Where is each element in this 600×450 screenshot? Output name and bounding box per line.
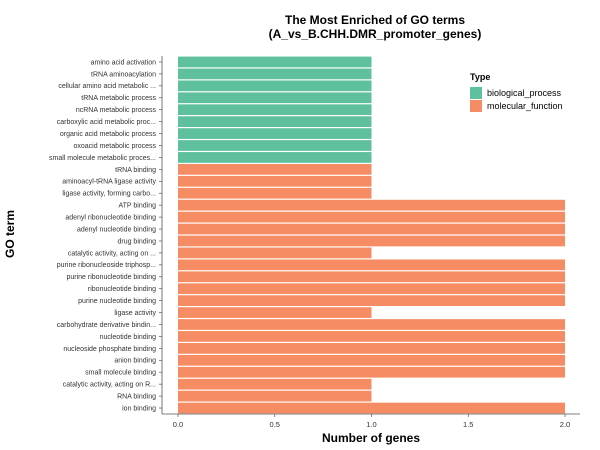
y-tick-label: carbohydrate derivative bindin... xyxy=(57,322,156,329)
legend-swatch-biological_process xyxy=(470,87,482,99)
bar-30 xyxy=(178,402,565,414)
y-tick-label: organic acid metabolic process xyxy=(60,131,157,138)
y-tick-label: ribonucleotide binding xyxy=(88,286,156,293)
y-tick-label: carboxylic acid metabolic proc... xyxy=(57,119,156,126)
legend-swatch-molecular_function xyxy=(470,100,482,112)
bars-group xyxy=(178,56,565,414)
legend: Type biological_process molecular_function xyxy=(470,72,563,112)
y-tick-label: small molecule metabolic proces... xyxy=(49,155,156,162)
x-tick-label: 1.5 xyxy=(463,420,473,429)
y-tick-label: cellular amino acid metabolic ... xyxy=(58,83,156,90)
bar-22 xyxy=(178,307,372,318)
legend-label-biological_process: biological_process xyxy=(487,88,562,98)
bar-21 xyxy=(178,295,565,307)
y-tick-label: tRNA aminoacylation xyxy=(91,71,156,78)
bar-13 xyxy=(178,199,565,211)
bar-7 xyxy=(178,128,372,139)
y-tick-label: oxoacid metabolic process xyxy=(74,143,157,150)
bar-5 xyxy=(178,104,372,116)
legend-label-molecular_function: molecular_function xyxy=(487,101,563,111)
y-tick-label: nucleoside phosphate binding xyxy=(63,346,156,353)
y-tick-label: nucleotide binding xyxy=(100,334,157,341)
bar-6 xyxy=(178,116,372,128)
y-tick-label: drug binding xyxy=(117,238,156,245)
y-tick-label: ncRNA metabolic process xyxy=(76,107,157,114)
bar-18 xyxy=(178,259,565,271)
bar-12 xyxy=(178,187,372,199)
y-tick-label: ion binding xyxy=(122,405,156,412)
y-tick-label: RNA binding xyxy=(117,394,156,401)
y-tick-label: small molecule binding xyxy=(85,370,156,377)
y-axis-title: GO term xyxy=(3,210,17,258)
bar-8 xyxy=(178,140,372,151)
y-tick-label: tRNA binding xyxy=(115,167,156,174)
y-tick-label: ligase activity xyxy=(114,310,156,317)
y-tick-label: purine ribonucleoside triphosp... xyxy=(57,262,156,269)
y-tick-label: catalytic activity, acting on R... xyxy=(63,382,156,389)
bar-3 xyxy=(178,80,372,92)
y-tick-label: amino acid activation xyxy=(91,59,156,66)
bar-26 xyxy=(178,354,565,366)
x-tick-label: 1.0 xyxy=(366,420,376,429)
bar-11 xyxy=(178,175,372,187)
bar-16 xyxy=(178,235,565,247)
bar-2 xyxy=(178,68,372,80)
bar-4 xyxy=(178,92,372,104)
bar-28 xyxy=(178,378,372,390)
y-tick-label: adenyl ribonucleotide binding xyxy=(65,215,156,222)
bar-27 xyxy=(178,366,565,378)
bar-25 xyxy=(178,342,565,354)
y-tick-label: anion binding xyxy=(114,358,156,365)
legend-title: Type xyxy=(470,72,490,82)
x-axis-title: Number of genes xyxy=(322,431,420,445)
bar-23 xyxy=(178,319,565,330)
y-tick-label: tRNA metabolic process xyxy=(81,95,156,102)
bar-1 xyxy=(178,56,372,68)
bar-17 xyxy=(178,247,372,259)
y-axis: amino acid activation tRNA aminoacylation… xyxy=(49,56,163,414)
x-axis: 0.0 0.5 1.0 1.5 2.0 xyxy=(162,413,580,429)
bar-9 xyxy=(178,152,372,163)
bar-24 xyxy=(178,331,565,342)
y-tick-label: ligase activity, forming carbo... xyxy=(62,191,156,198)
bar-10 xyxy=(178,163,372,175)
y-tick-label: catalytic activity, acting on ... xyxy=(68,250,156,257)
bar-20 xyxy=(178,283,565,295)
x-tick-label: 2.0 xyxy=(560,420,570,429)
y-tick-label: aminoacyl-tRNA ligase activity xyxy=(62,179,156,186)
y-tick-label: adenyl nucleotide binding xyxy=(77,226,156,233)
bar-19 xyxy=(178,271,565,283)
bar-15 xyxy=(178,223,565,235)
bar-29 xyxy=(178,390,372,402)
x-tick-label: 0.5 xyxy=(270,420,280,429)
y-tick-label: purine ribonucleotide binding xyxy=(66,274,156,281)
chart-title: The Most Enriched of GO terms xyxy=(285,13,465,27)
bar-14 xyxy=(178,211,565,223)
y-tick-label: purine nucleotide binding xyxy=(78,298,156,305)
chart-subtitle: (A_vs_B.CHH.DMR_promoter_genes) xyxy=(269,27,482,41)
y-tick-label: ATP binding xyxy=(119,203,157,210)
x-tick-label: 0.0 xyxy=(173,420,183,429)
